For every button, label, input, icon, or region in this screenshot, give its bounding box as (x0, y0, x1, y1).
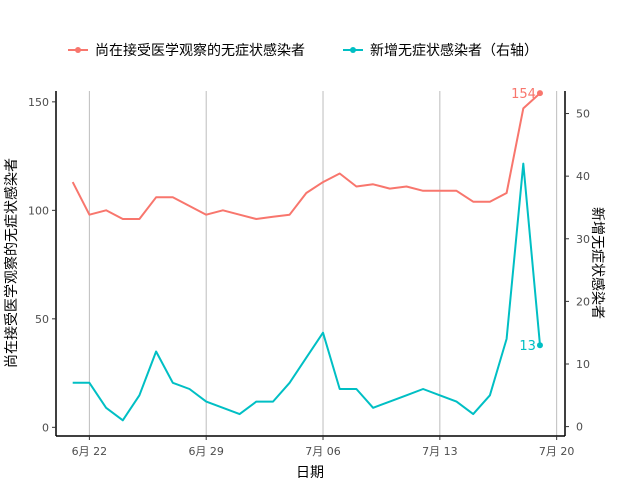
right-y-tick-label: 0 (576, 421, 583, 434)
left-y-tick-label: 150 (28, 96, 49, 109)
series-end-point-2 (536, 342, 543, 349)
legend-key-point-series-1 (75, 47, 81, 53)
legend-item-series-2: 新增无症状感染者（右轴） (343, 42, 538, 59)
series-end-point-1 (536, 90, 543, 97)
right-y-axis-title: 新增无症状感染者 (589, 207, 606, 319)
right-y-tick-label: 40 (576, 170, 590, 183)
right-y-tick-label: 50 (576, 108, 590, 121)
x-tick-label: 6月 29 (188, 445, 224, 458)
series-layer: 154 13 (71, 87, 543, 422)
series-line-1 (71, 92, 541, 220)
x-tick-label: 7月 20 (539, 445, 575, 458)
legend-item-series-1: 尚在接受医学观察的无症状感染者 (68, 42, 305, 59)
legend: 尚在接受医学观察的无症状感染者 新增无症状感染者（右轴） (68, 42, 538, 59)
left-y-tick-label: 0 (42, 421, 49, 434)
right-y-tick-label: 30 (576, 233, 590, 246)
left-y-tick-label: 100 (28, 204, 49, 217)
legend-label-series-2: 新增无症状感染者（右轴） (370, 42, 538, 59)
x-tick-label: 7月 13 (422, 445, 458, 458)
right-y-tick-label: 10 (576, 358, 590, 371)
left-y-tick-label: 50 (35, 313, 49, 326)
left-y-axis-title: 尚在接受医学观察的无症状感染者 (3, 158, 20, 368)
legend-label-series-1: 尚在接受医学观察的无症状感染者 (95, 42, 305, 59)
x-tick-label: 7月 06 (305, 445, 341, 458)
grid (88, 91, 558, 436)
right-y-tick-label: 20 (576, 295, 590, 308)
series-end-label-1: 154 (511, 87, 536, 102)
legend-key-point-series-2 (350, 47, 356, 53)
series-line-2 (72, 162, 541, 422)
ticks: 6月 22 6月 29 7月 06 7月 13 7月 20050100150010203… (28, 96, 590, 458)
x-tick-label: 6月 22 (72, 445, 108, 458)
axes (55, 91, 566, 437)
x-axis-title: 日期 (296, 465, 324, 480)
series-end-label-2: 13 (519, 339, 536, 354)
